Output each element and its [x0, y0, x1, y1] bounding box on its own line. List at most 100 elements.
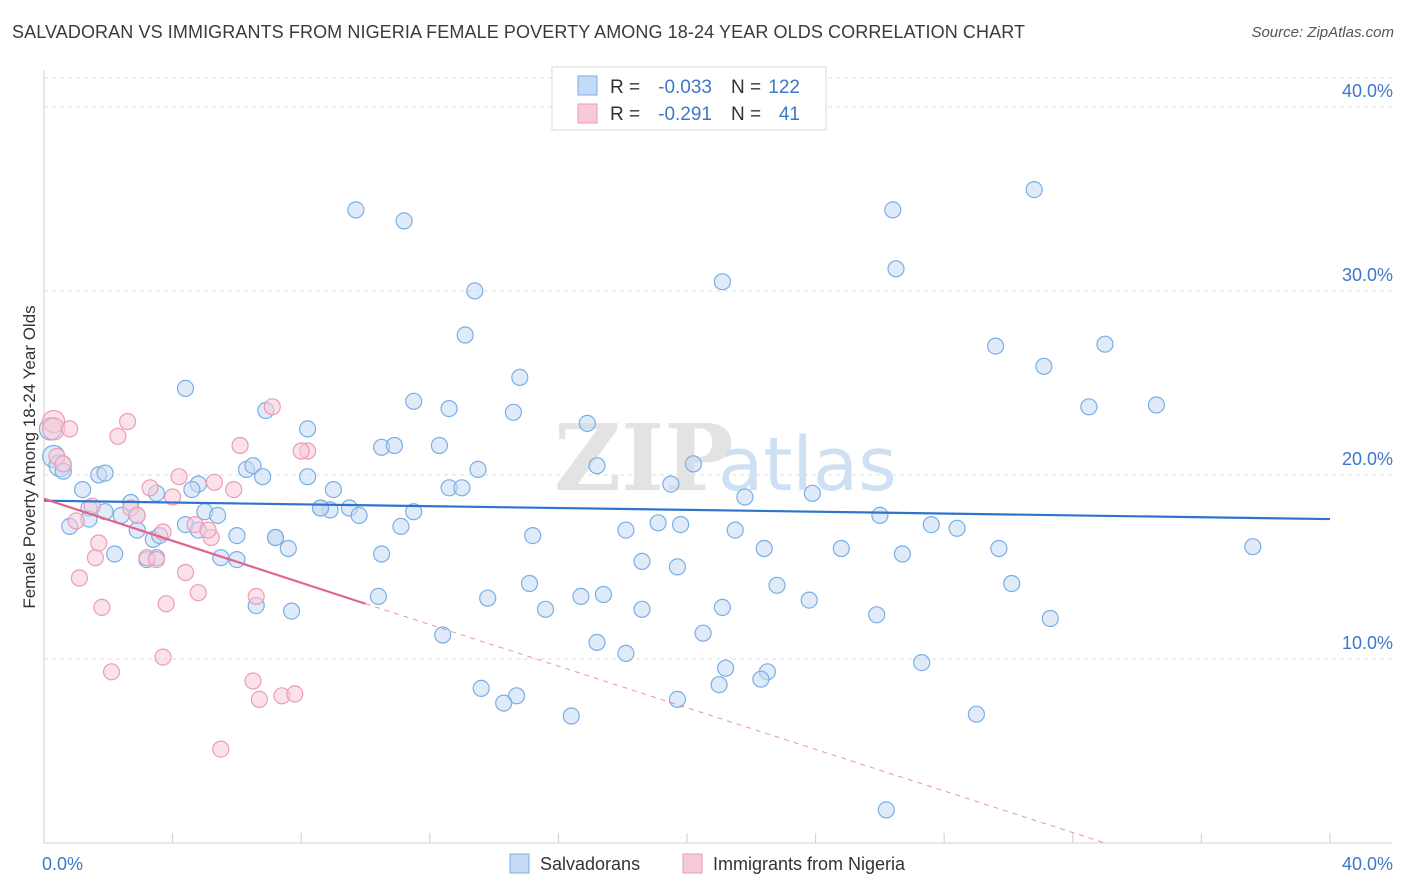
point-salvadoran-42 [511, 368, 529, 386]
point-salvadoran-60 [887, 260, 905, 278]
point-salvadoran-79 [768, 576, 786, 594]
point-salvadoran-56 [803, 484, 822, 502]
legend-n-value-1: 122 [768, 77, 800, 98]
point-nigeria-34 [263, 398, 281, 416]
point-salvadoran-93 [562, 707, 580, 725]
point-salvadoran-92 [572, 587, 590, 606]
point-nigeria-27 [205, 473, 223, 491]
point-salvadoran-24 [254, 468, 272, 486]
point-salvadoran-76 [877, 801, 895, 819]
point-salvadoran-41 [504, 403, 523, 421]
point-salvadoran-103 [369, 587, 387, 606]
legend-r-value-2: -0.291 [658, 104, 712, 125]
point-nigeria-31 [247, 587, 265, 606]
point-salvadoran-75 [913, 653, 931, 672]
point-nigeria-30 [231, 436, 249, 455]
legend-r-label-2: R = [610, 104, 640, 125]
point-salvadoran-34 [385, 436, 403, 455]
point-nigeria-38 [292, 442, 310, 460]
point-salvadoran-82 [713, 598, 732, 617]
point-salvadoran-91 [588, 633, 606, 652]
point-salvadoran-90 [594, 585, 613, 604]
point-salvadoran-119 [395, 212, 413, 230]
point-salvadoran-72 [1041, 609, 1059, 628]
point-nigeria-39 [199, 521, 217, 539]
y-tick-label-30: 30.0% [1342, 265, 1393, 285]
bottom-legend-swatch-salvadorans [509, 853, 530, 874]
point-salvadoran-53 [726, 521, 744, 539]
trend-line-nigeria-extrapolated [365, 603, 1106, 844]
point-salvadoran-102 [373, 545, 391, 563]
point-salvadoran-105 [311, 499, 330, 517]
point-salvadoran-88 [633, 600, 651, 618]
point-nigeria-21 [164, 488, 182, 506]
point-salvadoran-68 [1096, 335, 1114, 353]
point-salvadoran-47 [633, 552, 651, 571]
point-salvadoran-39 [453, 479, 471, 497]
point-salvadoran-26 [279, 539, 297, 558]
point-salvadoran-120 [440, 400, 458, 418]
source-label: Source: ZipAtlas.com [1251, 24, 1394, 41]
point-salvadoran-95 [520, 574, 539, 593]
point-salvadoran-111 [176, 379, 195, 397]
watermark: ZIP atlas [554, 404, 897, 512]
point-salvadoran-98 [472, 679, 490, 698]
point-nigeria-22 [170, 468, 188, 486]
data-points [38, 181, 1262, 819]
point-nigeria-25 [189, 584, 207, 602]
point-salvadoran-48 [649, 514, 667, 532]
point-nigeria-3 [54, 455, 72, 473]
point-salvadoran-99 [479, 589, 497, 607]
point-salvadoran-85 [694, 624, 712, 642]
point-nigeria-15 [128, 506, 146, 525]
point-nigeria-10 [90, 534, 108, 552]
point-salvadoran-122 [405, 392, 423, 410]
point-salvadoran-118 [347, 201, 365, 219]
bottom-legend-salvadorans: Salvadorans [540, 854, 640, 874]
point-salvadoran-116 [96, 464, 114, 482]
point-nigeria-6 [70, 569, 89, 587]
point-nigeria-19 [154, 648, 172, 666]
point-nigeria-29 [225, 481, 243, 499]
bottom-legend-swatch-nigeria [682, 853, 703, 874]
point-salvadoran-83 [716, 659, 735, 677]
point-salvadoran-89 [617, 644, 635, 663]
x-tick-label-min: 0.0% [42, 854, 83, 874]
point-salvadoran-50 [662, 475, 680, 493]
y-tick-label-10: 10.0% [1342, 633, 1393, 653]
point-salvadoran-81 [752, 670, 770, 688]
point-salvadoran-57 [832, 539, 850, 558]
point-salvadoran-107 [266, 528, 285, 547]
legend-box [551, 66, 827, 131]
point-salvadoran-71 [1025, 181, 1043, 199]
point-salvadoran-66 [1035, 357, 1053, 375]
trend-lines [43, 497, 1331, 844]
point-salvadoran-70 [1244, 538, 1262, 556]
y-tick-labels: 10.0% 20.0% 30.0% 40.0% [1342, 81, 1393, 653]
point-salvadoran-96 [507, 687, 526, 705]
point-salvadoran-121 [469, 460, 487, 478]
point-salvadoran-44 [578, 414, 596, 432]
point-salvadoran-31 [324, 481, 342, 499]
point-salvadoran-52 [713, 273, 732, 291]
point-salvadoran-43 [524, 526, 542, 545]
point-salvadoran-21 [228, 526, 246, 545]
point-salvadoran-54 [736, 488, 754, 506]
point-salvadoran-94 [536, 600, 555, 618]
point-nigeria-8 [86, 549, 105, 567]
point-nigeria-32 [250, 690, 268, 709]
point-salvadoran-67 [1080, 398, 1098, 416]
point-nigeria-23 [176, 563, 195, 582]
point-salvadoran-49 [671, 515, 690, 534]
point-salvadoran-36 [430, 436, 448, 455]
point-salvadoran-46 [617, 521, 635, 539]
legend-swatch-nigeria [577, 103, 598, 124]
legend-n-label-1: N = [731, 77, 761, 98]
point-salvadoran-20 [209, 506, 227, 525]
legend-swatch-salvadorans [577, 75, 598, 96]
point-salvadoran-40 [466, 282, 484, 300]
point-salvadoran-112 [183, 481, 201, 499]
point-salvadoran-23 [244, 457, 262, 475]
y-tick-label-40: 40.0% [1342, 81, 1393, 101]
